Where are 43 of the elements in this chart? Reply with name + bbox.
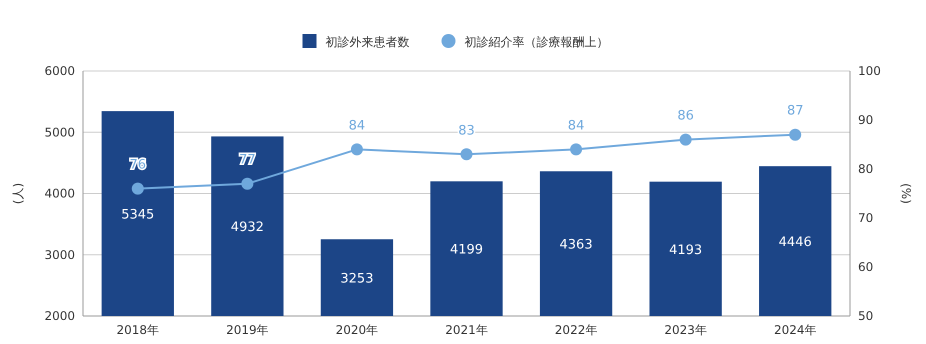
data-label: 5345 [121,208,154,223]
y2-axis-title: (%) [899,183,913,204]
y-axis-title: (人) [11,182,25,204]
data-label: 84 [348,118,366,134]
x-tick-label: 2019年 [226,323,269,337]
data-label: 86 [677,108,694,124]
data-label: 4193 [669,242,702,258]
point [350,143,363,156]
data-label: 83 [458,123,475,138]
legend-label: 初診外来患者数 [326,35,410,49]
y-tick-label: 6000 [44,64,75,78]
y-tick-label: 2000 [44,309,75,323]
point [132,182,144,195]
y2-tick-label: 70 [858,211,874,225]
data-label: 76 [130,158,146,173]
point [789,128,802,141]
data-label: 84 [568,118,584,134]
x-tick-label: 2022年 [554,323,598,337]
data-label: 4932 [230,220,264,236]
y-tick-label: 4000 [44,186,75,200]
point [460,148,472,160]
data-label: 87 [786,104,804,119]
point [680,134,692,146]
data-label: 77 [239,152,256,168]
y-tick-label: 3000 [44,248,75,262]
point [241,178,254,190]
data-label: 3253 [340,272,374,287]
point [570,143,582,156]
y2-tick-label: 60 [858,260,874,274]
y2-tick-label: 80 [858,162,874,176]
x-tick-label: 2024年 [774,323,816,337]
y2-tick-label: 90 [858,113,874,127]
y-tick-label: 5000 [44,125,75,140]
x-tick-label: 2023年 [664,323,707,337]
x-tick-label: 2020年 [336,323,378,337]
data-label: 4446 [778,235,812,250]
y2-tick-label: 100 [858,64,881,78]
data-label: 4199 [450,242,484,258]
x-tick-label: 2021年 [445,323,488,337]
data-label: 4363 [560,238,593,253]
x-tick-label: 2018年 [116,323,160,337]
y2-tick-label: 50 [858,309,874,323]
legend-label: 初診紹介率（診療報酬上） [464,35,608,49]
